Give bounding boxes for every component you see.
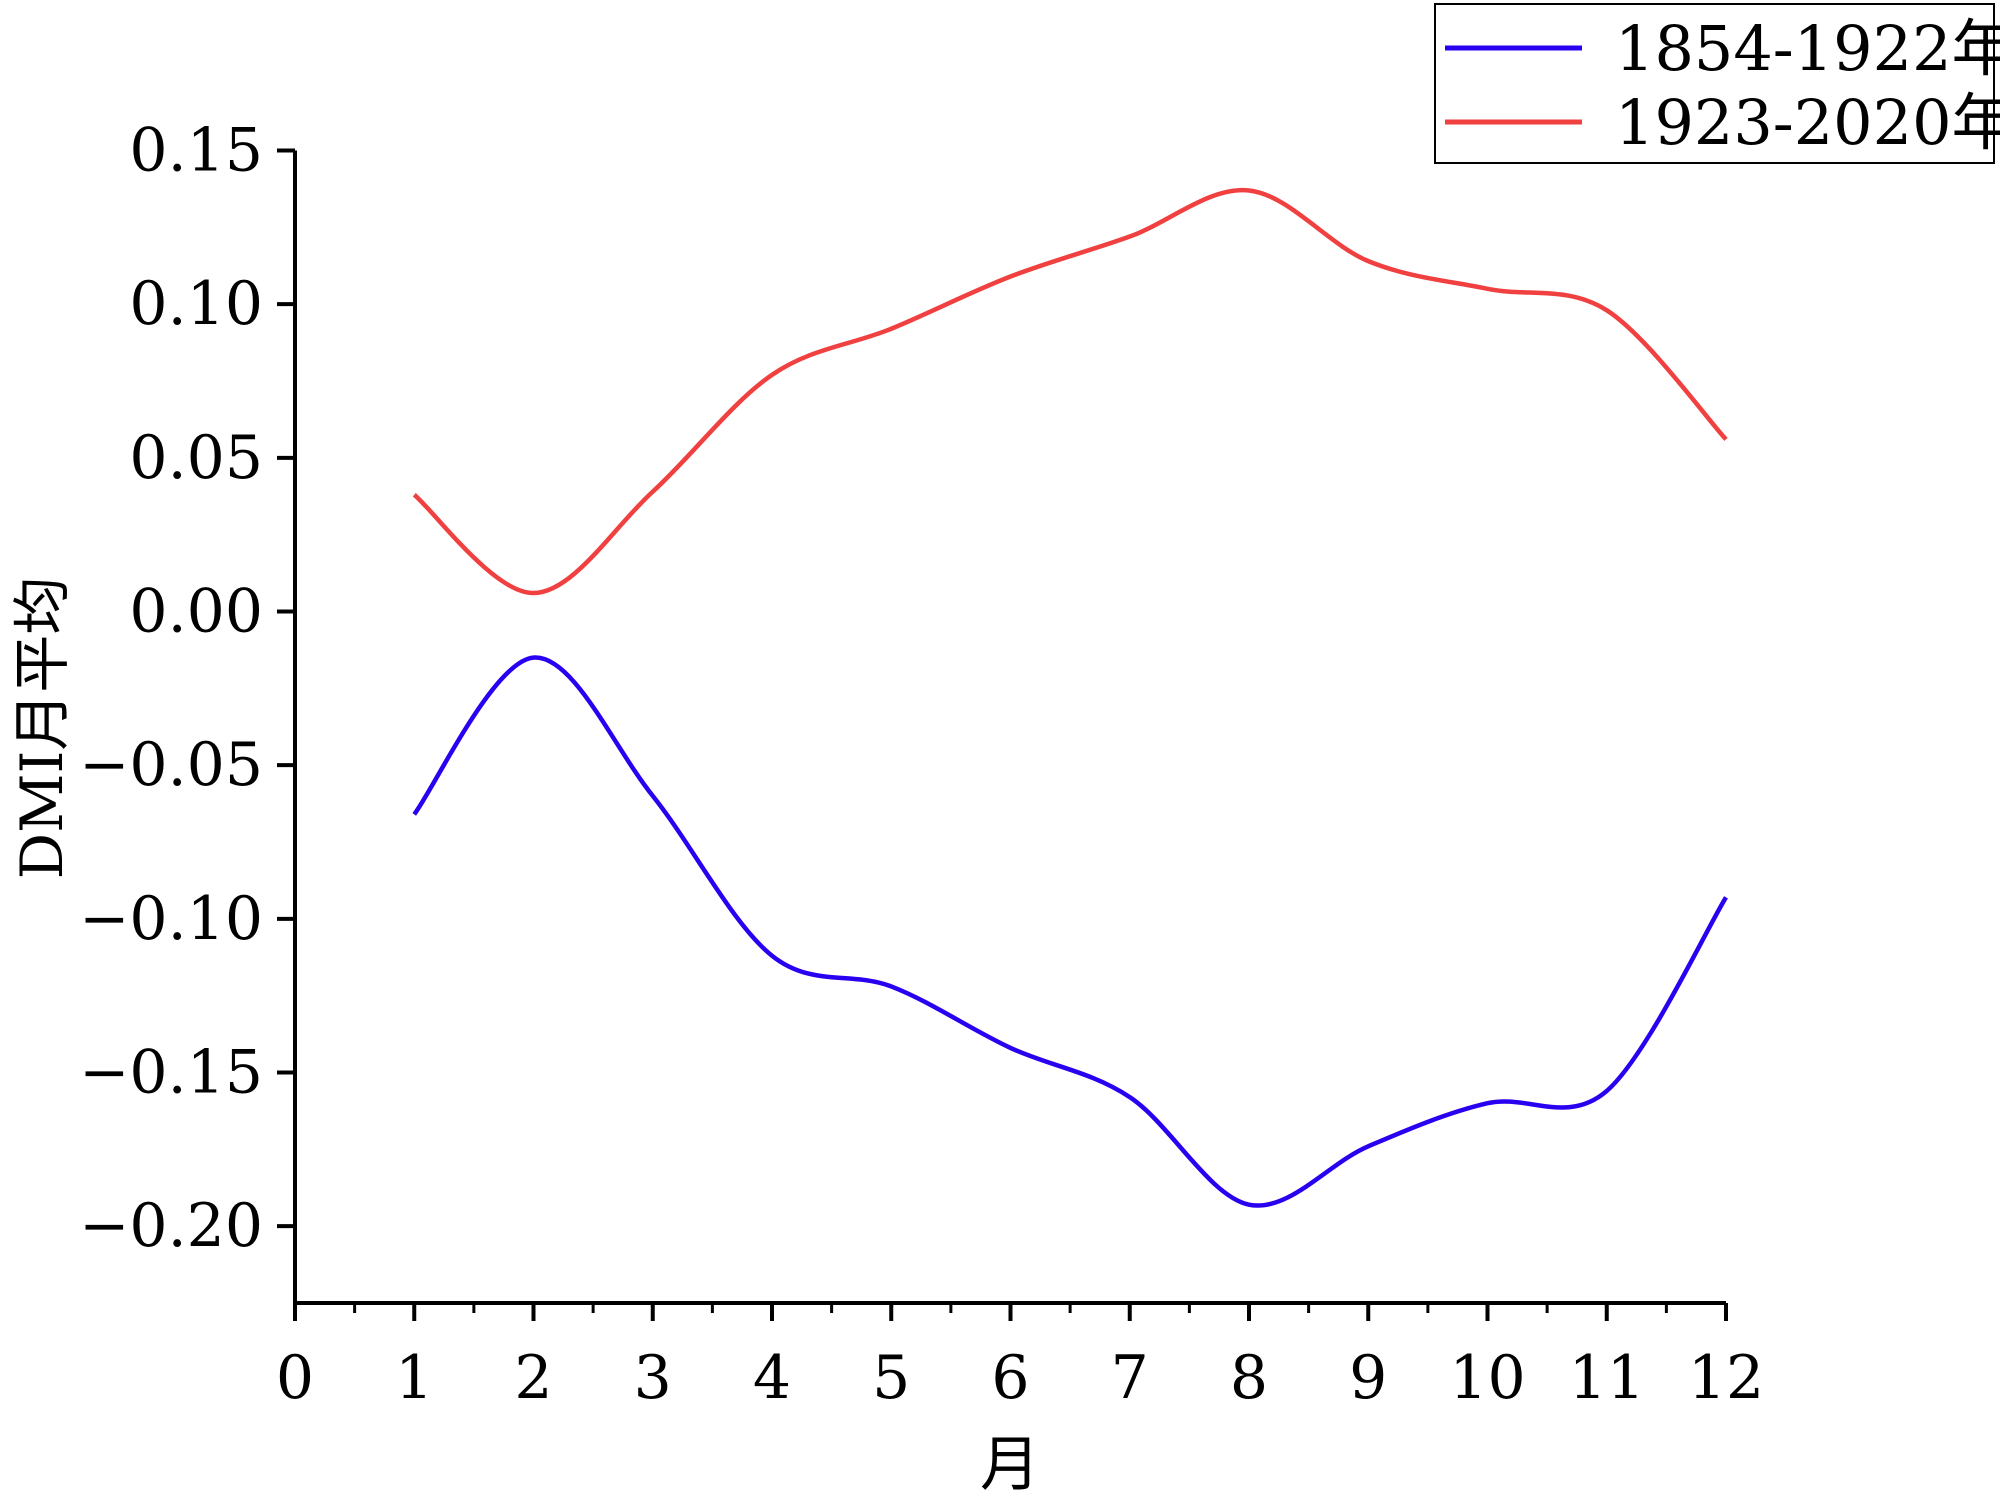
x-tick-label: 1 (395, 1343, 433, 1413)
x-tick-label: 8 (1230, 1343, 1268, 1413)
x-axis-label: 月 (980, 1430, 1040, 1499)
x-tick-label: 9 (1349, 1343, 1387, 1413)
y-tick-label: −0.10 (79, 884, 263, 954)
legend: 1854-1922年 1923-2020年 (1434, 3, 2000, 164)
legend-label-1923-2020: 1923-2020年 (1615, 86, 2000, 159)
x-tick-label: 12 (1688, 1343, 1764, 1413)
series-line-1854-1922年 (412, 655, 1728, 1208)
x-tick-label: 4 (753, 1343, 791, 1413)
x-tick-label: 0 (276, 1343, 314, 1413)
legend-label-1854-1922: 1854-1922年 (1615, 12, 2000, 85)
x-tick-label: 10 (1449, 1343, 1525, 1413)
y-tick-label: −0.05 (79, 730, 263, 800)
y-tick-label: 0.05 (129, 423, 263, 493)
x-tick-label: 5 (872, 1343, 910, 1413)
y-tick-label: 0.15 (129, 116, 263, 186)
y-tick-label: 0.10 (129, 269, 263, 339)
y-tick-label: −0.20 (79, 1191, 263, 1261)
y-tick-label: 0.00 (129, 577, 263, 647)
series-line-1923-2020年 (412, 187, 1728, 596)
x-tick-label: 11 (1569, 1343, 1645, 1413)
x-tick-label: 6 (991, 1343, 1029, 1413)
y-axis-label: DMI月平均 (8, 577, 76, 880)
legend-box (1434, 3, 1995, 164)
y-tick-label: −0.15 (79, 1038, 263, 1108)
x-tick-label: 3 (634, 1343, 672, 1413)
plot-lines (412, 187, 1728, 1208)
axes: 0.150.100.050.00−0.05−0.10−0.15−0.200 1 2 3… (79, 116, 1764, 1414)
x-tick-label: 2 (514, 1343, 552, 1413)
x-tick-label: 7 (1111, 1343, 1149, 1413)
